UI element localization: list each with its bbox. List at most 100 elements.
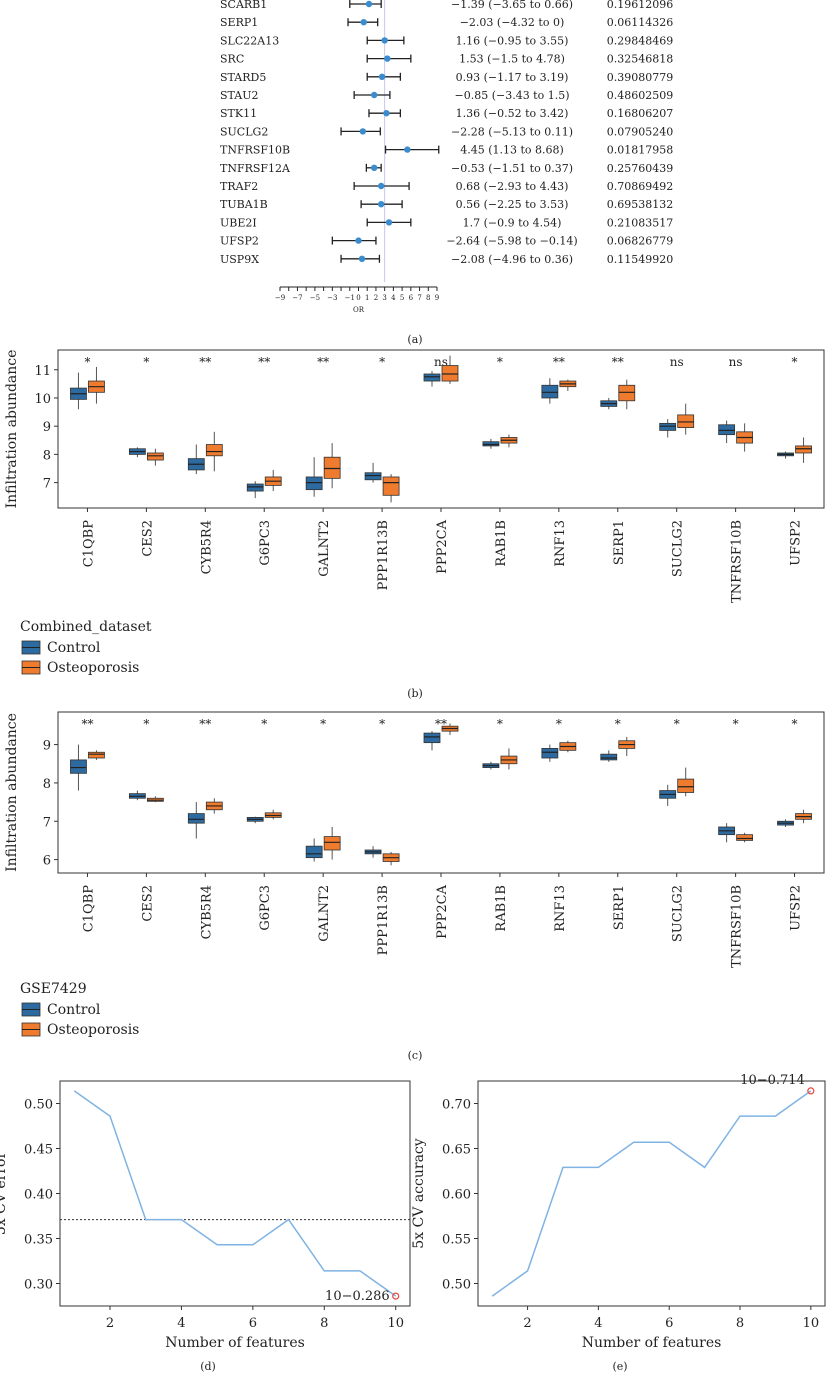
forest-gene-label: SUCLG2: [220, 125, 268, 138]
line-d-plot-frame: [59, 1080, 411, 1307]
box-b-significance-label: *: [497, 355, 503, 369]
box-b-y-tick-label: 9: [43, 420, 51, 435]
line-e-plot-frame: [477, 1080, 826, 1307]
forest-p-value: 0.11549920: [607, 253, 673, 266]
forest-x-tick-label: 3: [382, 294, 386, 302]
box-b-significance-label: **: [199, 355, 211, 369]
box-b-box-osteoporosis: [382, 476, 400, 496]
box-b-box-control: [718, 424, 736, 436]
line-e-y-tick-label: 0.70: [442, 1098, 471, 1113]
box-b-box-control: [482, 441, 500, 447]
forest-x-tick-label: 2: [374, 294, 378, 302]
forest-x-tick-label: −1: [345, 294, 355, 302]
box-b-x-tick-label: SERP1: [612, 520, 627, 565]
line-d-x-tick-label: 2: [106, 1316, 114, 1331]
box-b-significance-label: ns: [729, 355, 743, 369]
box-b-x-tick-label: PPP2CA: [435, 519, 450, 573]
box-c-panel-label: (c): [408, 1049, 423, 1062]
box-c-x-tick-label: UFSP2: [789, 885, 804, 931]
box-c-significance-label: *: [320, 717, 326, 731]
forest-ci-text: −0.53 (−1.51 to 0.37): [451, 162, 573, 175]
box-b-x-tick-label: GALNT2: [317, 520, 332, 577]
forest-point: [358, 255, 366, 262]
forest-p-value: 0.01817958: [607, 144, 673, 157]
forest-x-axis-label: OR: [353, 306, 365, 314]
line-e-y-tick-label: 0.65: [442, 1143, 471, 1158]
box-b-significance-label: *: [84, 355, 90, 369]
forest-point: [384, 55, 391, 62]
box-c-significance-label: *: [792, 717, 798, 731]
box-c-significance-label: *: [556, 717, 562, 731]
box-b-x-tick-label: G6PC3: [258, 520, 273, 566]
forest-p-value: 0.19612096: [607, 0, 673, 11]
forest-gene-label: TUBA1B: [220, 198, 268, 211]
forest-gene-label: TNFRSF12A: [220, 162, 291, 175]
forest-ci-text: −2.03 (−4.32 to 0): [460, 16, 565, 29]
forest-x-tick-label: −3: [327, 294, 337, 302]
forest-point: [377, 201, 385, 208]
forest-x-tick-label: 0: [356, 294, 360, 302]
box-c-box-control: [70, 759, 87, 774]
forest-p-value: 0.39080779: [607, 71, 673, 84]
forest-p-value: 0.06826779: [607, 235, 673, 248]
box-c-box-control: [541, 748, 559, 759]
box-b-panel-label: (b): [407, 687, 423, 700]
box-b-significance-label: *: [143, 355, 149, 369]
box-b-x-tick-label: TNFRSF10B: [730, 520, 745, 603]
box-c-significance-label: *: [615, 717, 621, 731]
forest-x-tick-label: −9: [275, 294, 285, 302]
line-d-x-tick-label: 10: [387, 1316, 404, 1331]
forest-ci-text: 1.16 (−0.95 to 3.55): [456, 34, 569, 47]
forest-p-value: 0.29848469: [607, 34, 673, 47]
line-d-x-axis-label: Number of features: [165, 1335, 305, 1351]
line-e-y-axis-label: 5x CV accuracy: [411, 1138, 427, 1248]
forest-point: [385, 219, 393, 226]
line-e-annotation: 10−0.714: [740, 1073, 805, 1088]
box-b-box-osteoporosis: [795, 445, 812, 454]
box-b-legend-label: Osteoporosis: [47, 660, 139, 676]
box-b-x-tick-label: C1QBP: [81, 520, 96, 567]
box-c-significance-label: **: [81, 717, 93, 731]
forest-gene-label: STARD5: [220, 71, 266, 84]
box-b-x-tick-label: SUCLG2: [671, 520, 686, 577]
box-c-significance-label: *: [733, 717, 739, 731]
box-c-y-tick-label: 6: [43, 854, 51, 869]
line-d-y-tick-label: 0.50: [24, 1098, 53, 1113]
box-b-y-tick-label: 10: [34, 392, 51, 407]
panel-label-a: (a): [407, 333, 422, 346]
forest-p-value: 0.06114326: [607, 16, 673, 29]
forest-gene-label: SERP1: [220, 16, 258, 29]
box-b-box-control: [423, 373, 441, 382]
forest-p-value: 0.25760439: [607, 162, 673, 175]
box-c-x-tick-label: GALNT2: [317, 885, 332, 942]
line-d-panel-label: (d): [200, 1360, 216, 1373]
forest-x-tick-label: −5: [310, 294, 320, 302]
forest-ci-text: −0.85 (−3.43 to 1.5): [454, 89, 569, 102]
box-b-x-tick-label: PPP1R13B: [376, 520, 391, 590]
line-d-best-point: [392, 1292, 400, 1300]
box-b-x-tick-label: CES2: [140, 520, 155, 557]
forest-point: [371, 91, 378, 99]
forest-p-value: 0.32546818: [607, 53, 673, 66]
box-b-box-osteoporosis: [618, 384, 636, 402]
forest-x-tick-label: 5: [400, 294, 404, 302]
box-b-plot-frame: [57, 349, 825, 509]
forest-gene-label: SCARB1: [220, 0, 267, 11]
forest-ci-text: 0.68 (−2.93 to 4.43): [456, 180, 569, 193]
line-d-series-line: [73, 1090, 397, 1297]
box-b-box-osteoporosis: [677, 414, 695, 428]
box-b-x-tick-label: RAB1B: [494, 520, 509, 567]
forest-point: [359, 128, 367, 135]
line-e-x-tick-label: 10: [803, 1316, 820, 1331]
box-b-box-control: [541, 384, 559, 399]
box-b-y-tick-label: 7: [43, 477, 51, 492]
line-d-y-tick-label: 0.30: [24, 1278, 53, 1293]
box-c-significance-label: **: [199, 717, 211, 731]
box-c-x-tick-label: CES2: [140, 885, 155, 922]
line-e-y-tick-label: 0.50: [442, 1278, 471, 1293]
box-b-x-tick-label: RNF13: [553, 520, 568, 567]
line-e-panel-label: (e): [612, 1360, 627, 1373]
forest-gene-label: SRC: [220, 53, 244, 66]
box-c-box-control: [187, 813, 205, 824]
line-d-y-tick-label: 0.35: [24, 1233, 53, 1248]
